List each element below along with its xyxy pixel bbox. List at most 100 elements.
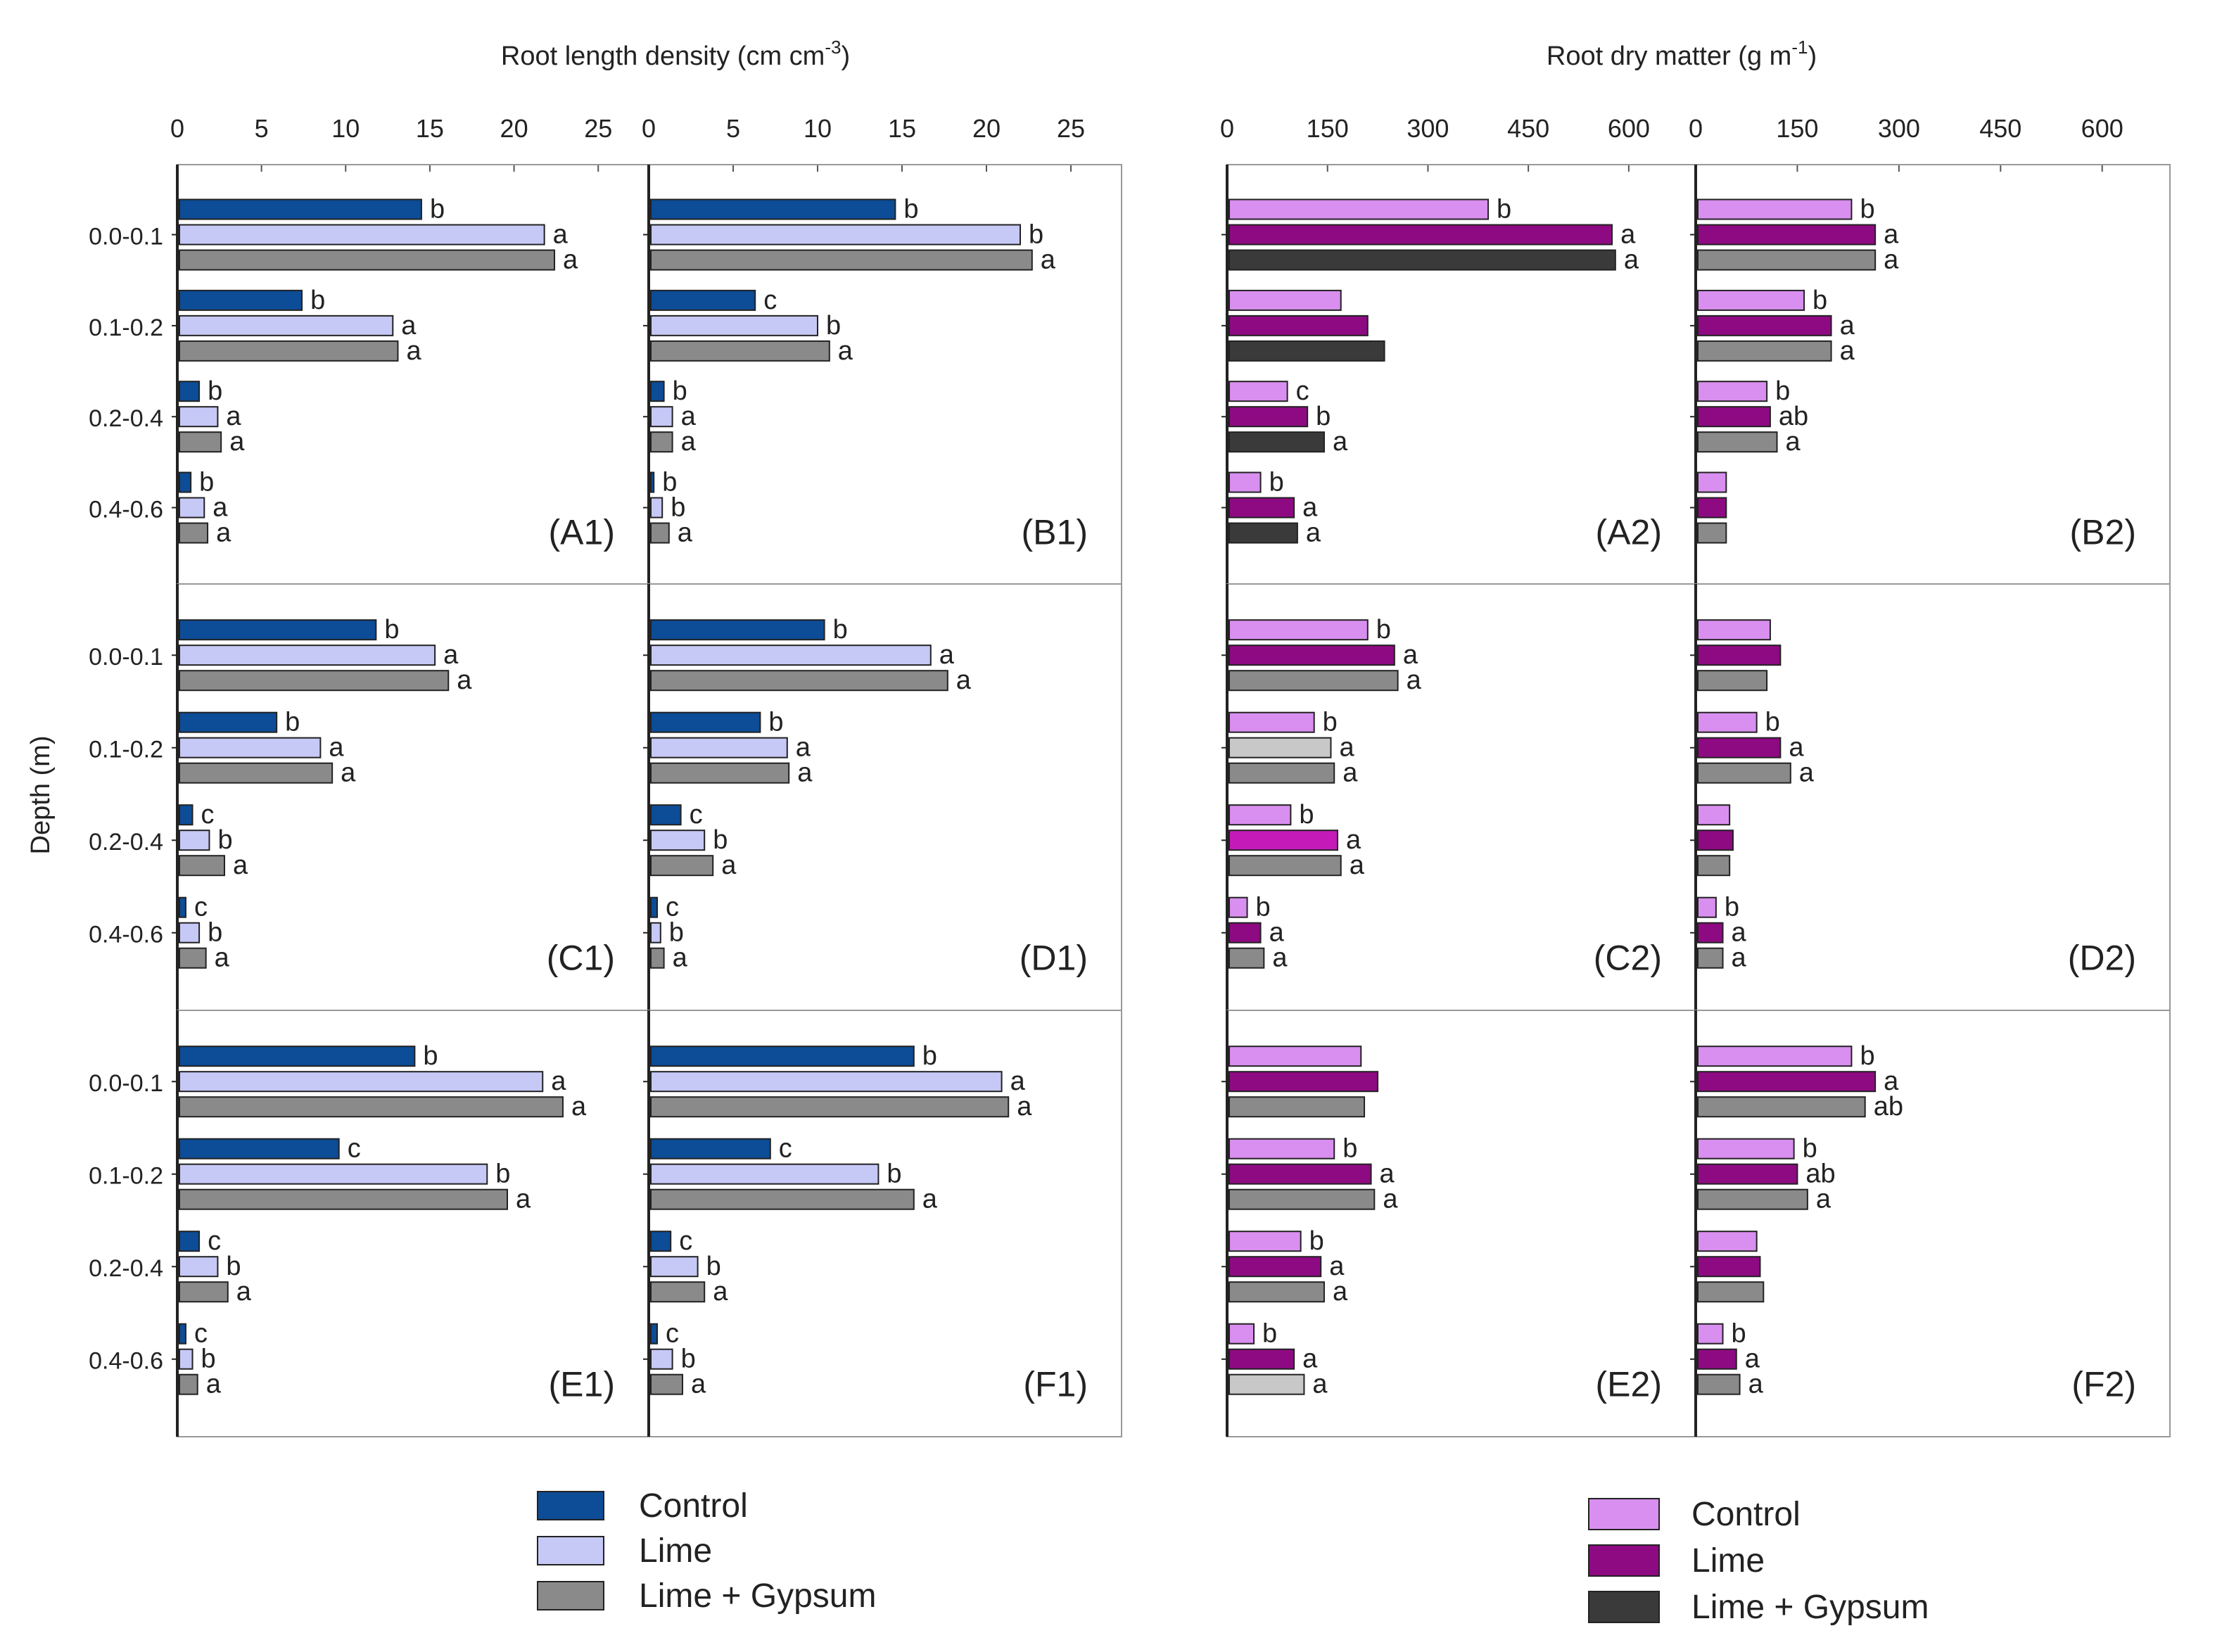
panel-label-c1: (C1)	[547, 938, 615, 977]
rld-legend-label-lime-gypsum: Lime + Gypsum	[639, 1577, 876, 1615]
bar-a1-depth1-series2	[179, 224, 545, 246]
significance-letter-a1: a	[229, 427, 245, 457]
bar-a2-depth4-series1	[1229, 471, 1262, 493]
significance-letter-b2: a	[1840, 311, 1855, 341]
significance-letter-a2: a	[1620, 220, 1636, 250]
rdm-legend-label-lime-gypsum: Lime + Gypsum	[1691, 1589, 1929, 1626]
bar-e1-depth2-series1	[179, 1138, 340, 1159]
significance-letter-c2: a	[1346, 825, 1361, 855]
significance-letter-c1: a	[215, 943, 230, 973]
bar-a2-depth3-series1	[1229, 381, 1288, 402]
significance-letter-d1: a	[956, 666, 972, 695]
significance-letter-c2: b	[1323, 708, 1338, 737]
significance-letter-c1: a	[341, 758, 356, 788]
significance-letter-f1: a	[922, 1185, 938, 1214]
significance-letter-d1: b	[669, 918, 684, 948]
significance-letter-d1: a	[796, 733, 811, 763]
rdm-axis-title: Root dry matter (g m-1)	[1547, 37, 1817, 71]
significance-letter-d1: a	[939, 640, 955, 670]
bar-e2-depth1-series3	[1229, 1096, 1366, 1118]
bar-d1-depth3-series3	[650, 855, 714, 877]
rld-legend-label-lime: Lime	[639, 1532, 712, 1570]
significance-letter-a1: a	[226, 402, 241, 431]
rld-tick-label: 5	[726, 114, 740, 143]
bar-f1-depth1-series1	[650, 1046, 915, 1067]
significance-letter-c2: a	[1350, 851, 1365, 880]
rld-tick-label: 5	[255, 114, 269, 143]
panel-label-e1: (E1)	[549, 1364, 615, 1404]
bar-f2-depth2-series1	[1697, 1138, 1795, 1159]
significance-letter-d1: a	[721, 851, 737, 880]
significance-letter-e2: a	[1380, 1159, 1395, 1189]
bar-c2-depth3-series1	[1229, 804, 1292, 826]
panel-label-b2: (B2)	[2070, 512, 2136, 552]
panel-label-d1: (D1)	[1020, 938, 1088, 977]
significance-letter-e2: a	[1383, 1185, 1398, 1214]
panel-label-f2: (F2)	[2071, 1364, 2136, 1404]
significance-letter-f1: a	[1017, 1092, 1032, 1122]
rdm-tick-label: 450	[1507, 114, 1549, 143]
rld-tick-label: 25	[1057, 114, 1085, 143]
depth-tick-label: 0.2-0.4	[89, 405, 163, 432]
significance-letter-b1: b	[903, 195, 918, 224]
significance-letter-c1: b	[384, 615, 399, 644]
panel-label-c2: (C2)	[1594, 938, 1662, 977]
bar-e1-depth1-series1	[179, 1046, 416, 1067]
panel-label-f1: (F1)	[1023, 1364, 1088, 1404]
depth-tick-label: 0.4-0.6	[89, 497, 163, 523]
bar-d1-depth1-series2	[650, 644, 932, 666]
bar-d2-depth4-series1	[1697, 896, 1717, 918]
rld-tick-label: 20	[972, 114, 1001, 143]
bar-e2-depth3-series2	[1229, 1256, 1322, 1278]
bar-a1-depth3-series1	[179, 381, 201, 402]
bar-a2-depth3-series2	[1229, 406, 1309, 428]
bar-d1-depth3-series2	[650, 830, 706, 851]
rdm-legend-label-control: Control	[1691, 1496, 1801, 1533]
bar-e1-depth3-series3	[179, 1281, 229, 1303]
rdm-tick-label: 150	[1776, 114, 1818, 143]
bar-c1-depth2-series1	[179, 711, 278, 733]
bar-c2-depth2-series2	[1229, 737, 1332, 758]
rdm-legend: Control Lime Lime + Gypsum	[1588, 1496, 1929, 1626]
panel-label-d2: (D2)	[2068, 938, 2136, 977]
rdm-tick-label: 0	[1220, 114, 1234, 143]
significance-letter-b2: a	[1786, 427, 1801, 457]
significance-letter-f1: b	[887, 1159, 901, 1189]
panel-label-a2: (A2)	[1596, 512, 1662, 552]
bar-f2-depth3-series2	[1697, 1256, 1761, 1278]
significance-letter-e1: a	[516, 1185, 531, 1214]
depth-tick-label: 0.2-0.4	[89, 829, 163, 856]
depth-tick-label: 0.1-0.2	[89, 737, 163, 763]
significance-letter-e2: a	[1312, 1370, 1328, 1399]
bar-d2-depth2-series2	[1697, 737, 1782, 758]
depth-tick-label: 0.0-0.1	[89, 224, 163, 250]
rld-legend-swatch-lime-gypsum	[537, 1581, 604, 1610]
bar-b1-depth2-series3	[650, 340, 830, 362]
bar-a1-depth2-series1	[179, 289, 303, 311]
bar-e2-depth3-series1	[1229, 1231, 1302, 1252]
significance-letter-b1: a	[681, 427, 697, 457]
rdm-tick-label: 600	[2081, 114, 2123, 143]
significance-letter-a1: a	[212, 493, 228, 523]
bar-f1-depth2-series3	[650, 1188, 915, 1210]
bar-c1-depth3-series2	[179, 830, 210, 851]
significance-letter-f1: b	[922, 1041, 937, 1071]
bar-c1-depth1-series2	[179, 644, 436, 666]
bar-e1-depth4-series2	[179, 1348, 193, 1370]
bar-d2-depth3-series1	[1697, 804, 1731, 826]
bar-d1-depth4-series1	[650, 896, 658, 918]
bar-a1-depth3-series3	[179, 431, 222, 453]
bar-b2-depth3-series1	[1697, 381, 1768, 402]
significance-letter-a2: a	[1302, 493, 1318, 523]
plot-layer: 0 5 10 15 20 25 0 5 10 15 20 25 0 150 300 450 600 0 150 300…	[89, 114, 2171, 1437]
bar-c2-depth4-series1	[1229, 896, 1248, 918]
bar-b1-depth4-series3	[650, 522, 670, 544]
bar-f2-depth2-series3	[1697, 1188, 1808, 1210]
significance-letter-e2: a	[1329, 1252, 1345, 1281]
significance-letter-b2: a	[1840, 336, 1855, 366]
bar-d2-depth4-series2	[1697, 922, 1724, 943]
bar-b2-depth2-series2	[1697, 314, 1832, 336]
bar-f1-depth2-series2	[650, 1163, 880, 1185]
significance-letter-f2: a	[1745, 1345, 1760, 1374]
significance-letter-e1: b	[423, 1041, 438, 1071]
